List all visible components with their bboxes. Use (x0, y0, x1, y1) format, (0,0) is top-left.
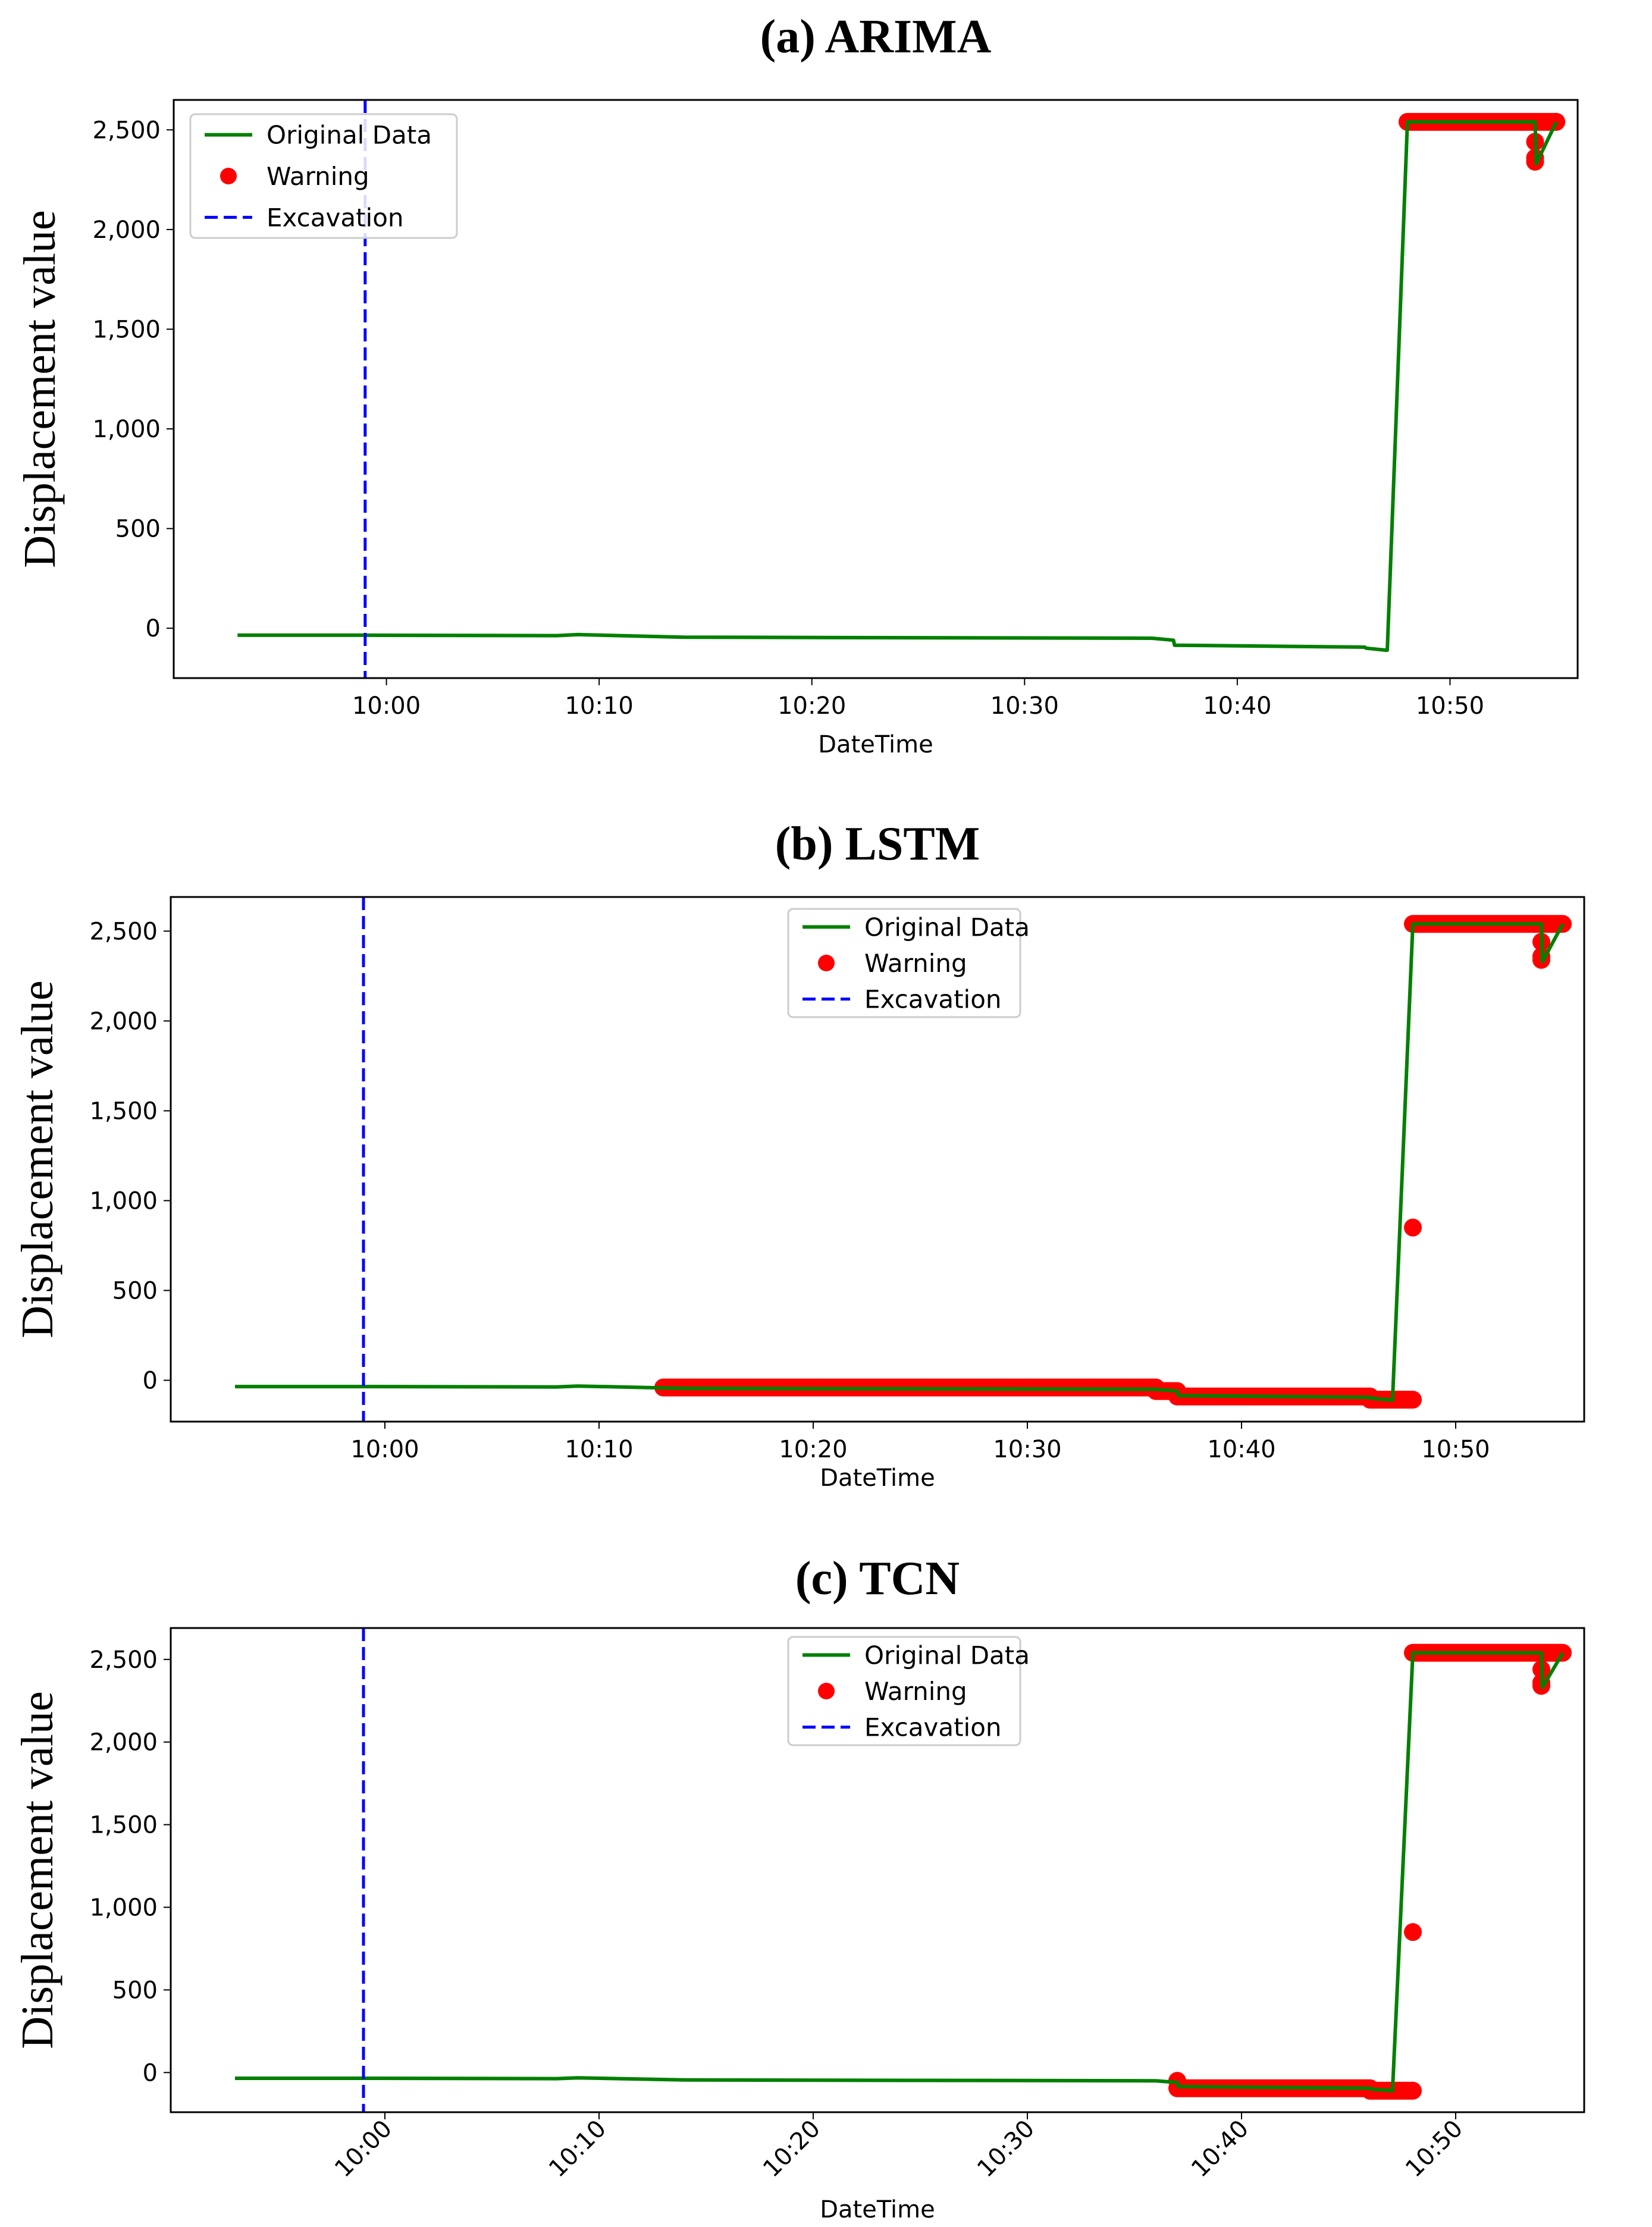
y-tick-label: 2,000 (92, 217, 161, 244)
x-tick-label: 10:50 (1416, 692, 1484, 720)
legend: Original Data Warning Excavation (787, 1636, 1030, 1746)
x-tick-label: 10:30 (990, 692, 1059, 720)
x-tick-label: 10:00 (352, 692, 421, 720)
x-tick-label: 10:10 (565, 692, 634, 720)
panel-title: (c) TCN (795, 1552, 960, 1605)
panel-title: (a) ARIMA (760, 11, 992, 63)
x-tick-label: 10:30 (972, 2115, 1040, 2183)
y-axis-label: Displacement value (15, 210, 65, 567)
x-tick-label: 10:50 (1421, 1436, 1490, 1463)
y-tick-label: 2,000 (89, 1729, 158, 1756)
panel-3: (c) TCN Displacement value DateTime 0 500 1,0… (12, 1552, 1585, 2223)
x-tick-label: 10:20 (779, 1436, 847, 1463)
legend-entry-label: Excavation (864, 1713, 1002, 1742)
y-tick-label: 1,500 (92, 316, 161, 343)
x-tick-label: 10:10 (544, 2115, 612, 2183)
panel-title: (b) LSTM (775, 818, 980, 870)
x-tick-label: 10:00 (330, 2115, 397, 2183)
y-tick-label: 1,000 (89, 1894, 158, 1922)
y-tick-label: 500 (115, 516, 161, 543)
y-tick-label: 0 (146, 615, 161, 642)
x-axis-label: DateTime (818, 731, 933, 758)
x-tick-label: 10:40 (1186, 2115, 1254, 2183)
legend-frame (189, 113, 458, 239)
warning-point (1404, 1218, 1422, 1237)
warning-point (1404, 1923, 1422, 1941)
legend-frame (787, 908, 1021, 1018)
legend-entry-label: Original Data (864, 912, 1030, 942)
legend: Original Data Warning Excavation (189, 113, 458, 239)
y-tick-label: 0 (143, 2059, 158, 2087)
x-tick-label: 10:30 (993, 1436, 1061, 1463)
y-tick-label: 1,000 (89, 1187, 158, 1215)
legend-frame (787, 1636, 1021, 1746)
legend-entry-label: Warning (267, 162, 369, 191)
x-tick-label: 10:40 (1207, 1436, 1275, 1463)
y-tick-label: 2,000 (89, 1008, 158, 1035)
legend-entry-label: Excavation (864, 985, 1002, 1014)
y-axis-label: Displacement value (12, 980, 62, 1338)
y-axis-label: Displacement value (12, 1691, 62, 2049)
x-tick-label: 10:40 (1203, 692, 1271, 720)
legend-warning-swatch (818, 1683, 835, 1699)
x-tick-label: 10:10 (565, 1436, 633, 1463)
legend-warning-swatch (220, 168, 237, 184)
legend-entry-label: Excavation (267, 203, 404, 232)
warning-markers (1168, 1643, 1572, 2100)
plot-frame (170, 896, 1585, 1423)
y-tick-label: 2,500 (89, 918, 158, 945)
x-axis-label: DateTime (820, 2196, 935, 2223)
y-tick-label: 2,500 (89, 1646, 158, 1674)
original-data-line (235, 1651, 1565, 2093)
panel-1: (a) ARIMA Displacement value DateTime 0 500 1… (15, 11, 1579, 758)
original-data-line (235, 922, 1565, 1402)
y-tick-label: 2,500 (92, 117, 161, 144)
x-tick-label: 10:20 (778, 692, 846, 720)
legend-warning-swatch (818, 955, 835, 971)
original-data-line (237, 120, 1558, 653)
x-axis-label: DateTime (820, 1464, 935, 1492)
panel-2: (b) LSTM Displacement value DateTime 0 500 1,… (12, 818, 1585, 1492)
plot-frame (170, 1627, 1585, 2113)
y-tick-label: 1,500 (89, 1812, 158, 1839)
x-tick-label: 10:50 (1400, 2115, 1468, 2183)
legend-entry-label: Original Data (267, 121, 432, 150)
legend-entry-label: Original Data (864, 1641, 1030, 1670)
plot-frame (173, 99, 1579, 679)
y-tick-label: 1,500 (89, 1097, 158, 1125)
x-tick-label: 10:00 (350, 1436, 419, 1463)
y-tick-label: 1,000 (92, 416, 161, 443)
legend-entry-label: Warning (864, 949, 967, 978)
x-tick-label: 10:20 (758, 2115, 826, 2183)
y-tick-label: 500 (112, 1278, 158, 1305)
y-tick-label: 0 (143, 1367, 158, 1395)
y-tick-label: 500 (112, 1977, 158, 2004)
legend-entry-label: Warning (864, 1677, 967, 1706)
legend: Original Data Warning Excavation (787, 908, 1030, 1018)
